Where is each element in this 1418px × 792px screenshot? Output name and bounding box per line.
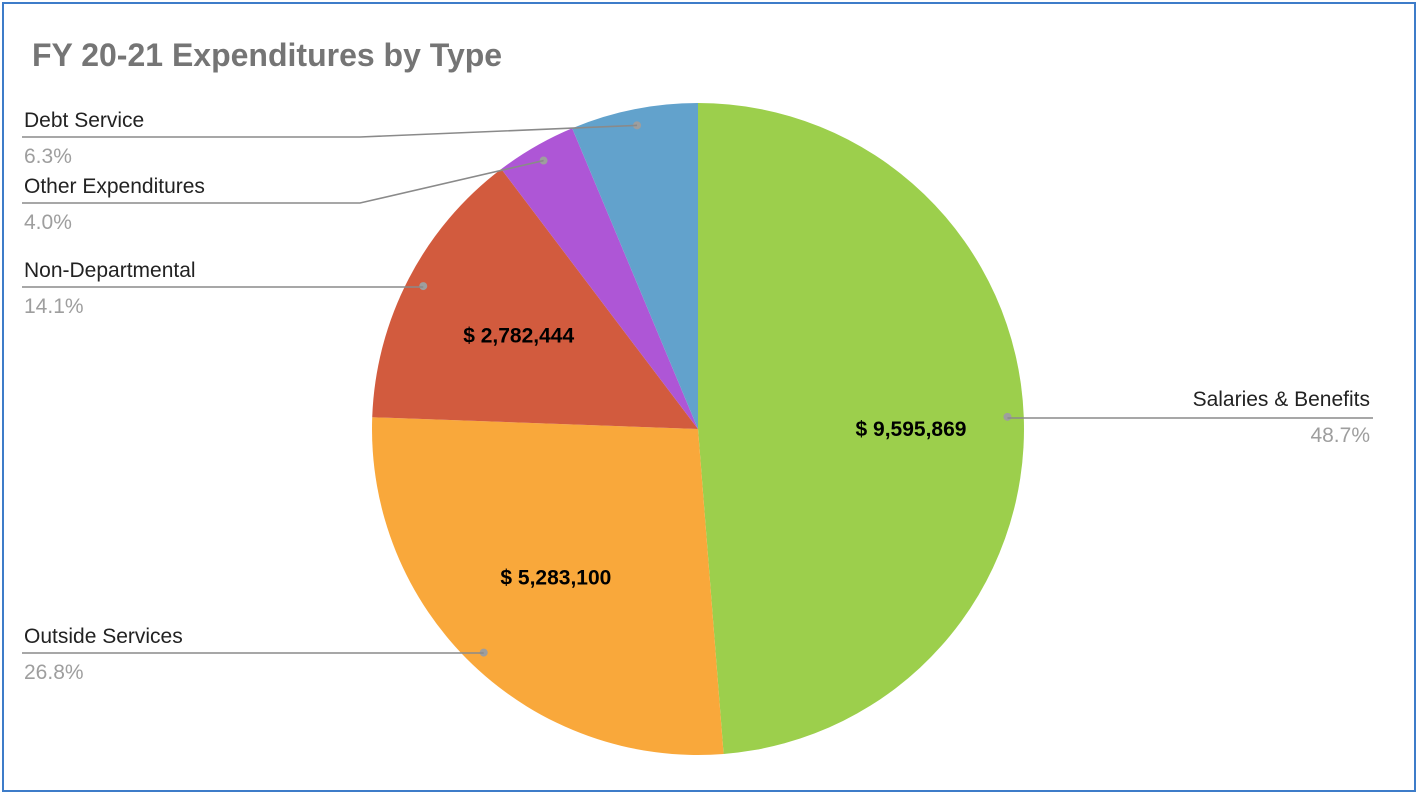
slice-percent-label: 4.0% (24, 211, 72, 234)
slice-percent-label: 26.8% (24, 661, 84, 684)
slice-category-label: Salaries & Benefits (1193, 388, 1370, 411)
slice-value-label: $ 2,782,444 (463, 325, 574, 348)
slice-category-label: Other Expenditures (24, 175, 205, 198)
slice-category-label: Outside Services (24, 625, 183, 648)
slice-category-label: Debt Service (24, 109, 144, 132)
slice-percent-label: 6.3% (24, 145, 72, 168)
leader-dot (1003, 412, 1012, 421)
slice-value-label: $ 5,283,100 (500, 566, 611, 589)
leader-line (22, 124, 638, 138)
slice-value-label: $ 9,595,869 (856, 418, 967, 441)
leader-lines (22, 121, 1373, 657)
pie-slice-other-expenditures (501, 128, 698, 429)
pie-slice-debt-service (572, 103, 698, 429)
pie-slice-outside-services (372, 417, 724, 755)
pie-slices (372, 103, 1024, 755)
slice-labels: Salaries & Benefits 48.7% $ 9,595,869 Outsi… (24, 109, 1370, 684)
leader-line (22, 159, 544, 204)
chart-title: FY 20-21 Expenditures by Type (32, 37, 502, 73)
pie-slice-salaries-benefits (698, 103, 1024, 754)
leader-dot (419, 282, 428, 291)
slice-percent-label: 48.7% (1310, 424, 1370, 447)
slice-percent-label: 14.1% (24, 295, 84, 318)
pie-slice-non-departmental (372, 169, 698, 430)
slice-category-label: Non-Departmental (24, 259, 196, 282)
